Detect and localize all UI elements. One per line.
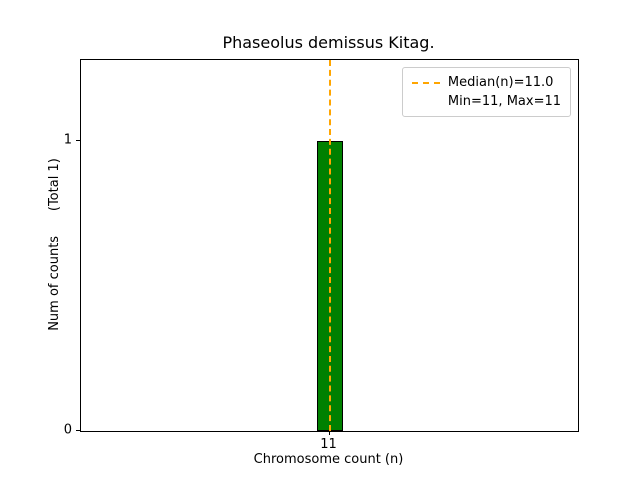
legend-label-median: Median(n)=11.0 xyxy=(447,75,554,90)
blank-legend-swatch xyxy=(412,101,440,103)
chart-title: Phaseolus demissus Kitag. xyxy=(222,33,435,52)
median-line xyxy=(328,60,331,431)
legend: Median(n)=11.0 Min=11, Max=11 xyxy=(401,67,571,117)
legend-entry-minmax: Min=11, Max=11 xyxy=(412,94,561,109)
y-axis-label: Num of counts (Total 1) xyxy=(47,158,62,331)
y-tick-label: 0 xyxy=(63,422,72,438)
y-tick-mark xyxy=(76,140,80,142)
x-axis-label: Chromosome count (n) xyxy=(253,452,404,467)
x-tick-label: 11 xyxy=(320,437,337,452)
x-tick-mark xyxy=(328,431,330,435)
median-dashed-line-swatch xyxy=(411,81,440,84)
y-tick-mark xyxy=(76,430,80,432)
plot-area: Median(n)=11.0 Min=11, Max=11 xyxy=(80,59,579,432)
y-tick-label: 1 xyxy=(63,132,72,148)
legend-label-minmax: Min=11, Max=11 xyxy=(447,94,561,109)
legend-entry-median: Median(n)=11.0 xyxy=(411,75,561,90)
